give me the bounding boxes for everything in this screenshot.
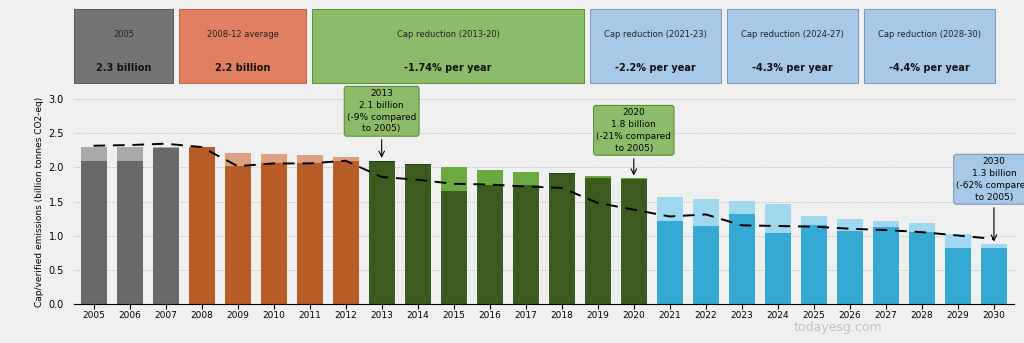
Text: 2005: 2005 <box>113 31 134 39</box>
Text: 2.3 billion: 2.3 billion <box>95 63 152 73</box>
Bar <box>801 216 826 225</box>
Bar <box>297 155 323 163</box>
Bar <box>693 226 719 304</box>
Y-axis label: Cap/verified emissions (billion tonnes CO2-eq): Cap/verified emissions (billion tonnes C… <box>36 96 44 307</box>
Bar <box>945 234 971 248</box>
Bar <box>153 149 178 304</box>
Bar <box>872 227 899 304</box>
Text: 2013
2.1 billion
(-9% compared
to 2005): 2013 2.1 billion (-9% compared to 2005) <box>347 89 417 133</box>
Bar <box>261 163 287 304</box>
Text: -1.74% per year: -1.74% per year <box>404 63 492 73</box>
Bar <box>837 232 863 304</box>
Bar <box>477 185 503 304</box>
Bar <box>369 162 394 304</box>
Bar <box>981 248 1007 304</box>
Bar <box>440 167 467 191</box>
Bar <box>765 234 791 304</box>
Bar <box>585 176 610 178</box>
Bar <box>117 147 142 161</box>
Bar <box>585 178 610 304</box>
Bar <box>81 147 106 161</box>
Bar <box>909 232 935 304</box>
Bar <box>440 191 467 304</box>
Text: Cap reduction (2024-27): Cap reduction (2024-27) <box>741 31 844 39</box>
Bar <box>224 166 251 304</box>
Bar <box>513 185 539 304</box>
Text: Cap reduction (2021-23): Cap reduction (2021-23) <box>604 31 707 39</box>
Bar <box>872 221 899 227</box>
Bar <box>188 147 215 304</box>
Text: 2008-12 average: 2008-12 average <box>207 31 279 39</box>
Bar <box>549 173 574 174</box>
Bar <box>224 153 251 166</box>
Bar <box>765 203 791 234</box>
Bar <box>656 197 683 221</box>
Bar <box>261 154 287 163</box>
Bar <box>801 225 826 304</box>
Bar <box>621 179 647 304</box>
Bar <box>656 221 683 304</box>
Bar <box>297 163 323 304</box>
Text: 2.2 billion: 2.2 billion <box>215 63 270 73</box>
Bar <box>981 244 1007 248</box>
Text: Cap reduction (2028-30): Cap reduction (2028-30) <box>879 31 981 39</box>
Text: -4.4% per year: -4.4% per year <box>890 63 970 73</box>
Text: 2020
1.8 billion
(-21% compared
to 2005): 2020 1.8 billion (-21% compared to 2005) <box>596 108 672 153</box>
Text: -2.2% per year: -2.2% per year <box>615 63 695 73</box>
Bar <box>477 169 503 185</box>
Bar <box>945 248 971 304</box>
Bar <box>333 157 358 161</box>
Bar <box>153 147 178 149</box>
Bar <box>621 178 647 179</box>
Bar <box>837 218 863 232</box>
Bar <box>909 223 935 232</box>
Bar <box>369 161 394 162</box>
Bar <box>81 161 106 304</box>
Bar <box>333 161 358 304</box>
Bar <box>549 174 574 304</box>
Text: Cap reduction (2013-20): Cap reduction (2013-20) <box>396 31 500 39</box>
Text: todayesg.com: todayesg.com <box>794 321 883 334</box>
Bar <box>693 199 719 226</box>
Bar <box>404 165 431 304</box>
Text: 2030
1.3 billion
(-62% compared
to 2005): 2030 1.3 billion (-62% compared to 2005) <box>956 157 1024 201</box>
Text: -4.3% per year: -4.3% per year <box>753 63 833 73</box>
Bar <box>404 164 431 165</box>
Bar <box>729 201 755 214</box>
Bar <box>513 172 539 185</box>
Bar <box>729 214 755 304</box>
Bar <box>117 161 142 304</box>
